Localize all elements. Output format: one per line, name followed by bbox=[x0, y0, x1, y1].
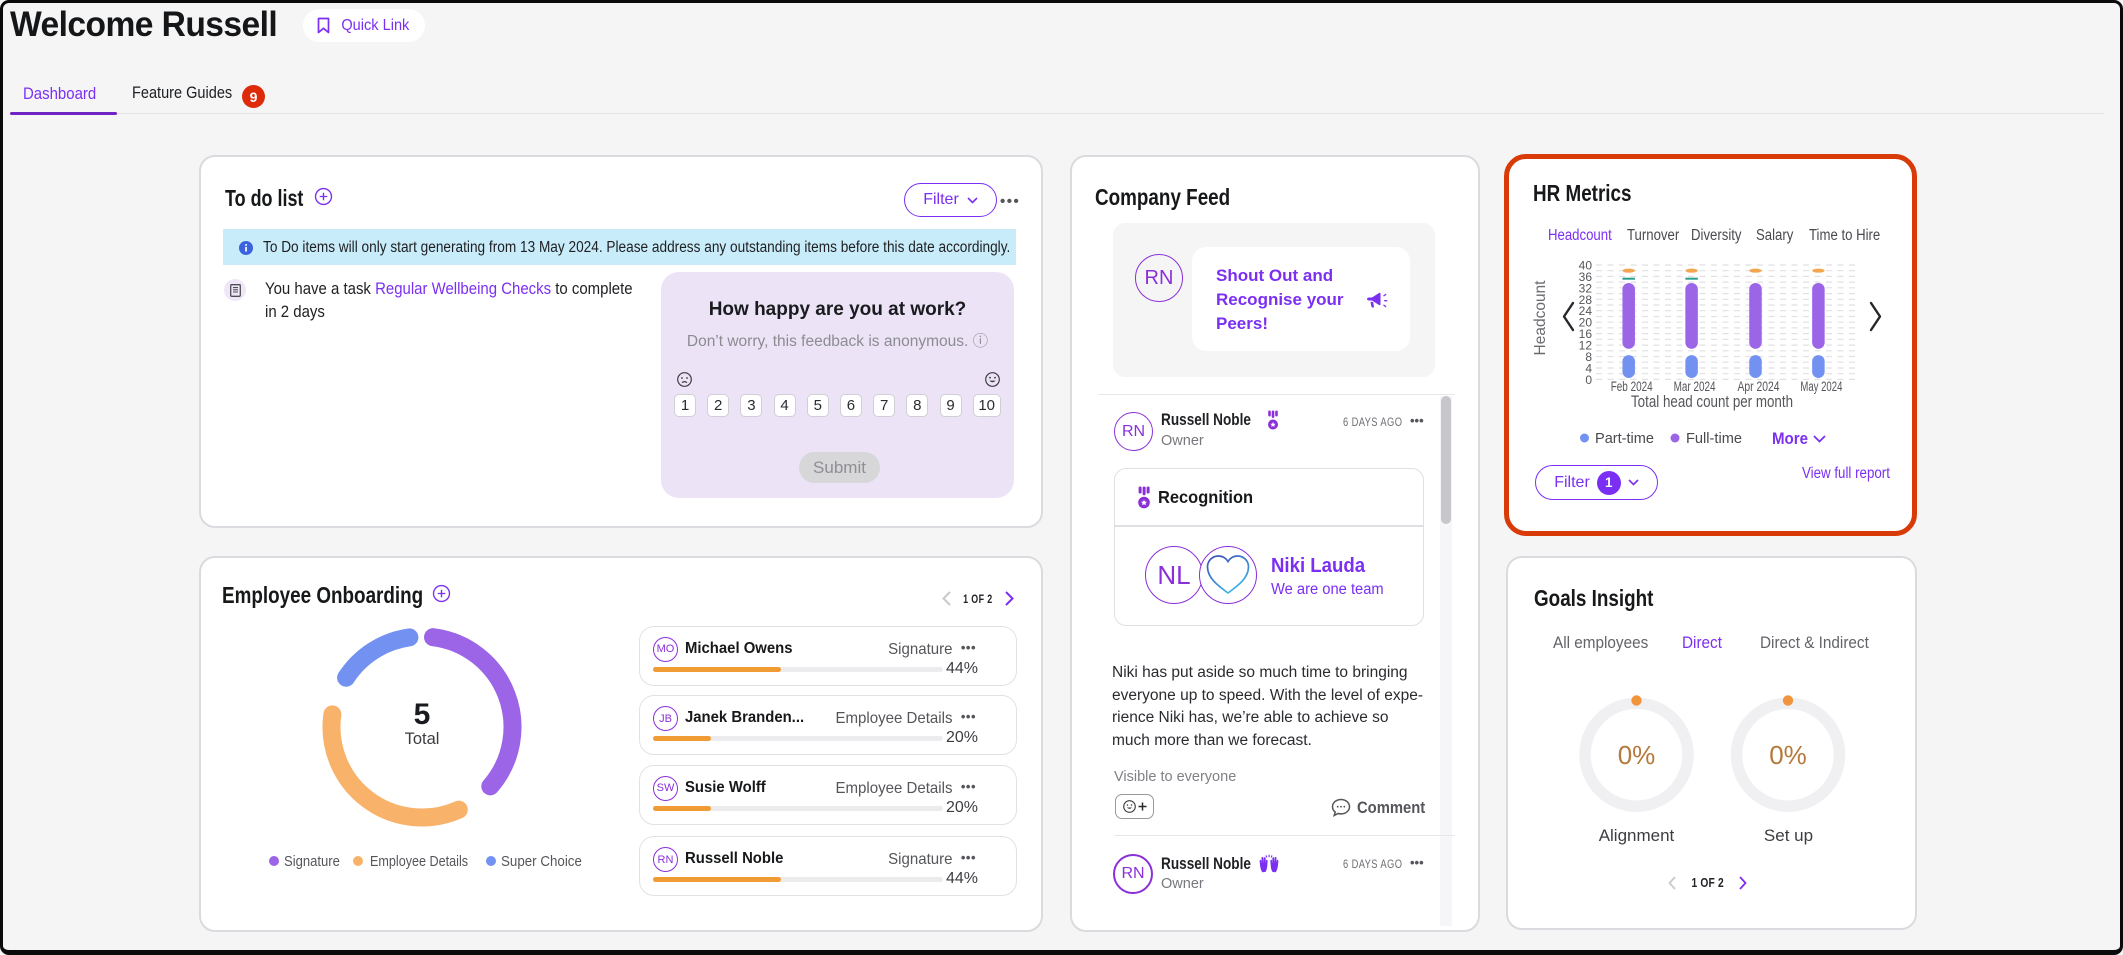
svg-text:12: 12 bbox=[1579, 339, 1593, 353]
svg-text:0%: 0% bbox=[1769, 740, 1807, 770]
svg-text:32: 32 bbox=[1579, 281, 1593, 295]
svg-text:May 2024: May 2024 bbox=[1800, 379, 1842, 394]
svg-text:Headcount: Headcount bbox=[1532, 280, 1549, 356]
svg-text:24: 24 bbox=[1579, 304, 1593, 318]
svg-text:Apr 2024: Apr 2024 bbox=[1738, 379, 1780, 394]
svg-text:0%: 0% bbox=[1618, 740, 1656, 770]
svg-text:20: 20 bbox=[1579, 316, 1593, 330]
svg-text:Mar 2024: Mar 2024 bbox=[1674, 379, 1716, 394]
svg-text:36: 36 bbox=[1579, 270, 1593, 284]
svg-text:4: 4 bbox=[1585, 362, 1592, 376]
svg-text:28: 28 bbox=[1579, 293, 1593, 307]
svg-text:40: 40 bbox=[1579, 259, 1593, 273]
svg-text:Total head count per month: Total head count per month bbox=[1631, 393, 1793, 411]
svg-text:Feb 2024: Feb 2024 bbox=[1611, 379, 1653, 394]
svg-text:8: 8 bbox=[1585, 350, 1592, 364]
svg-text:Part-time: Part-time bbox=[1595, 430, 1654, 447]
svg-text:0: 0 bbox=[1585, 373, 1592, 387]
svg-text:Full-time: Full-time bbox=[1686, 430, 1742, 447]
svg-text:More: More bbox=[1772, 429, 1808, 448]
svg-text:16: 16 bbox=[1579, 327, 1593, 341]
